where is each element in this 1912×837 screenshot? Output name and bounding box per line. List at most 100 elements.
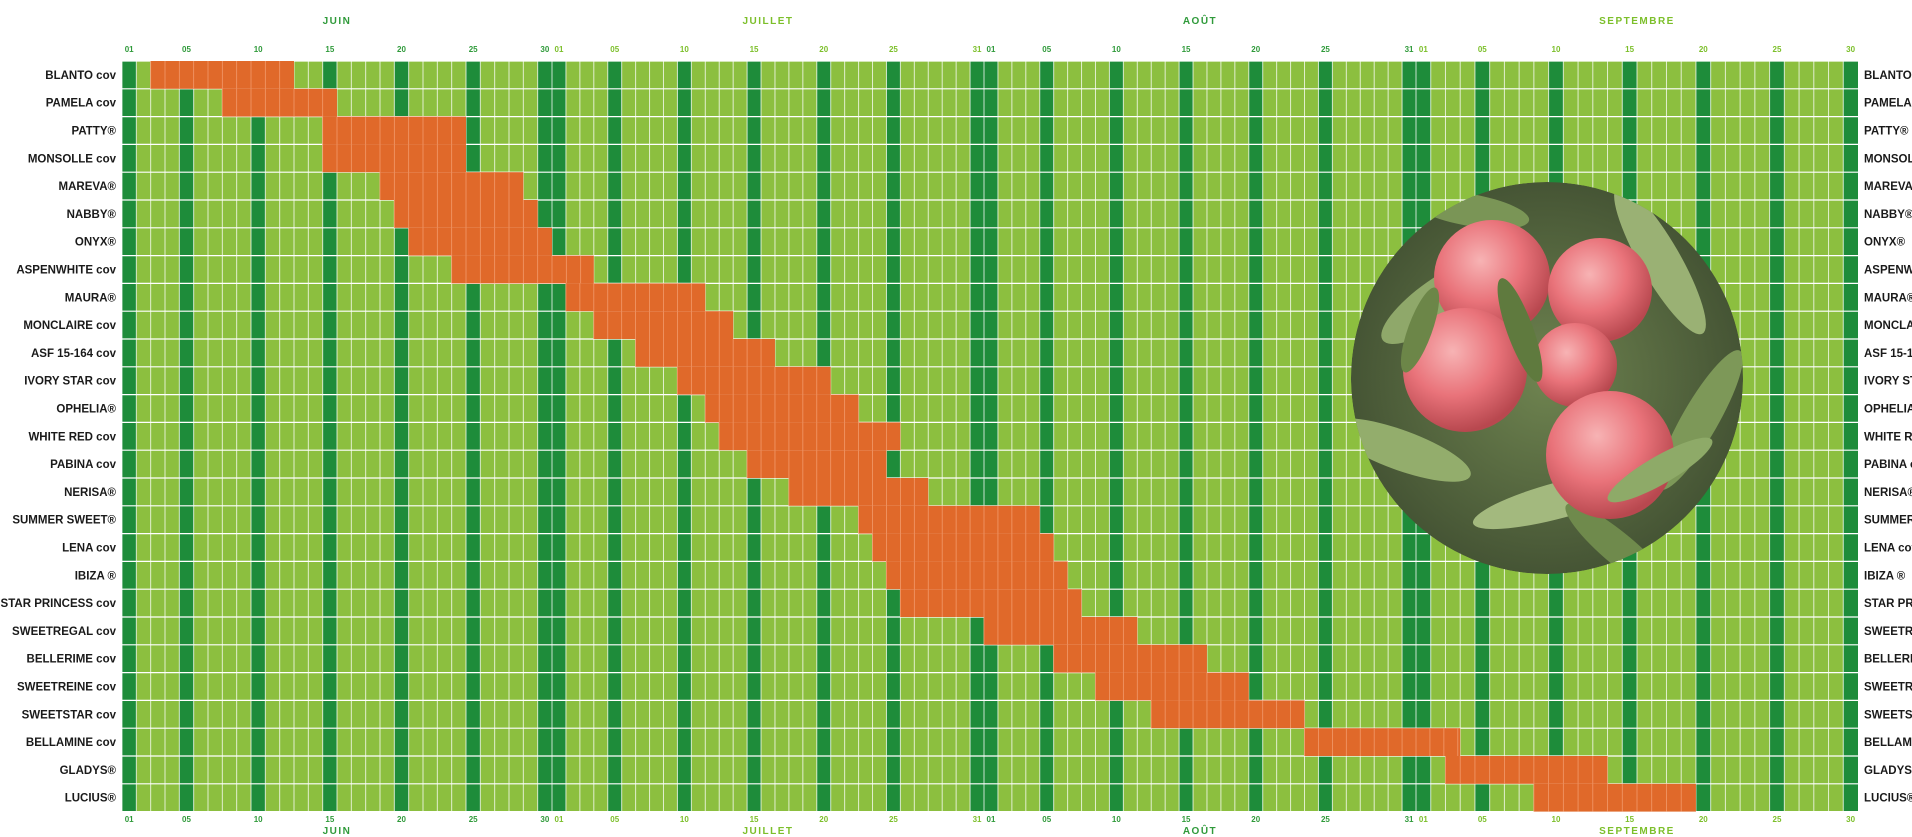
day-tick-label: 20 (1699, 45, 1708, 54)
harvest-bar (393, 200, 538, 228)
day-tick-label: 10 (254, 45, 263, 54)
date-axis-bottom: JUIN 01 05 10 15 20 25 30 JUILLET 01 05 10 15 20 25 31 A… (125, 815, 1856, 837)
variety-label-right: BELLAMINE cov (1864, 737, 1912, 749)
day-tick-label: 30 (1846, 815, 1855, 824)
variety-label-right: OPHELIA® (1864, 404, 1912, 416)
variety-label-right: LUCIUS® (1864, 793, 1912, 805)
variety-label-right: MAURA® (1864, 292, 1912, 304)
variety-label-right: NABBY® (1864, 209, 1912, 221)
harvest-bar (886, 561, 1068, 590)
marker-column (984, 61, 998, 812)
variety-label-right: SWEETSTAR cov (1864, 709, 1912, 721)
variety-label-left: BELLAMINE cov (26, 737, 117, 749)
variety-label-left: STAR PRINCESS cov (1, 598, 117, 610)
marker-column (322, 61, 337, 812)
variety-label-right: WHITE RED cov (1864, 431, 1912, 443)
variety-label-left: ASF 15-164 cov (31, 348, 117, 360)
marker-column (677, 61, 692, 812)
variety-label-left: SWEETREGAL cov (12, 626, 117, 638)
variety-label-left: WHITE RED cov (28, 431, 116, 443)
day-tick-label: 10 (680, 45, 689, 54)
variety-label-left: MAREVA® (59, 181, 117, 193)
day-tick-label: 15 (325, 45, 334, 54)
variety-label-right: NERISA® (1864, 487, 1912, 499)
day-tick-label: 01 (1419, 815, 1428, 824)
harvest-bar-fill (1533, 783, 1696, 812)
harvest-bar (635, 339, 775, 367)
marker-column (552, 61, 566, 812)
harvest-bar-fill (1053, 644, 1207, 673)
day-tick-label: 05 (610, 815, 619, 824)
harvest-bar-fill (886, 561, 1068, 590)
harvest-bars (150, 61, 1696, 812)
day-tick-label: 05 (1478, 45, 1487, 54)
variety-label-left: ASPENWHITE cov (16, 265, 116, 277)
variety-label-left: SUMMER SWEET® (12, 515, 116, 527)
day-tick-label: 05 (182, 45, 191, 54)
day-tick-label: 20 (397, 45, 406, 54)
day-tick-label: 31 (973, 815, 982, 824)
variety-label-left: MAURA® (65, 292, 117, 304)
variety-label-right: ASPENWHITE cov (1864, 265, 1912, 277)
marker-column (1769, 61, 1785, 812)
variety-label-right: SWEETREINE cov (1864, 682, 1912, 694)
day-tick-label: 05 (1042, 815, 1051, 824)
day-tick-label: 20 (1251, 45, 1260, 54)
day-tick-label: 15 (750, 815, 759, 824)
day-tick-label: 10 (680, 815, 689, 824)
day-tick-label: 01 (555, 45, 564, 54)
day-tick-label: 31 (1405, 815, 1414, 824)
marker-column (1843, 61, 1858, 812)
harvest-bar (788, 478, 929, 506)
variety-label-left: LENA cov (62, 543, 116, 555)
harvest-bar (746, 450, 887, 478)
day-tick-label: 20 (1251, 815, 1260, 824)
harvest-bar-fill (705, 394, 859, 423)
marker-column (1318, 61, 1333, 812)
marker-column (394, 61, 409, 812)
harvest-bar (899, 589, 1082, 617)
harvest-bar (451, 255, 594, 284)
month-label: AOÛT (1183, 824, 1217, 837)
variety-label-left: LUCIUS® (65, 793, 117, 805)
day-tick-label: 10 (254, 815, 263, 824)
variety-label-right: MAREVA® (1864, 181, 1912, 193)
variety-label-left: BELLERIME cov (27, 654, 117, 666)
harvest-bar-fill (451, 255, 594, 284)
day-tick-label: 25 (1321, 815, 1330, 824)
marker-column (607, 61, 622, 812)
harvest-bar (858, 505, 1040, 534)
harvest-bar (1304, 728, 1461, 756)
variety-label-left: PAMELA cov (46, 98, 117, 110)
day-tick-label: 10 (1552, 45, 1561, 54)
harvest-bar (1533, 783, 1696, 812)
variety-label-right: MONSOLLE cov (1864, 153, 1912, 165)
harvest-bar (983, 617, 1138, 645)
day-tick-label: 10 (1112, 815, 1121, 824)
harvest-bar (872, 533, 1054, 562)
variety-label-right: IBIZA ® (1864, 570, 1906, 582)
day-tick-label: 01 (555, 815, 564, 824)
variety-label-right: BELLERIME cov (1864, 654, 1912, 666)
harvest-bar (1053, 644, 1207, 673)
harvest-bar (322, 116, 466, 145)
harvest-bar-fill (984, 617, 1138, 645)
day-tick-label: 30 (540, 45, 549, 54)
harvest-bar-fill (1095, 672, 1249, 701)
harvest-bar-fill (900, 589, 1082, 617)
marker-column (251, 61, 266, 812)
day-tick-label: 15 (325, 815, 334, 824)
variety-label-left: PATTY® (72, 126, 117, 138)
month-label: JUILLET (742, 16, 793, 27)
marker-column (122, 61, 137, 812)
variety-label-left: BLANTO cov (45, 70, 116, 82)
day-tick-label: 25 (889, 815, 898, 824)
marker-column (179, 61, 194, 812)
day-tick-label: 15 (750, 45, 759, 54)
marker-column (1248, 61, 1263, 812)
day-tick-label: 05 (610, 45, 619, 54)
day-tick-label: 01 (125, 815, 134, 824)
variety-label-left: IVORY STAR cov (24, 376, 116, 388)
variety-label-left: MONCLAIRE cov (23, 320, 116, 332)
harvest-bar (593, 311, 734, 339)
